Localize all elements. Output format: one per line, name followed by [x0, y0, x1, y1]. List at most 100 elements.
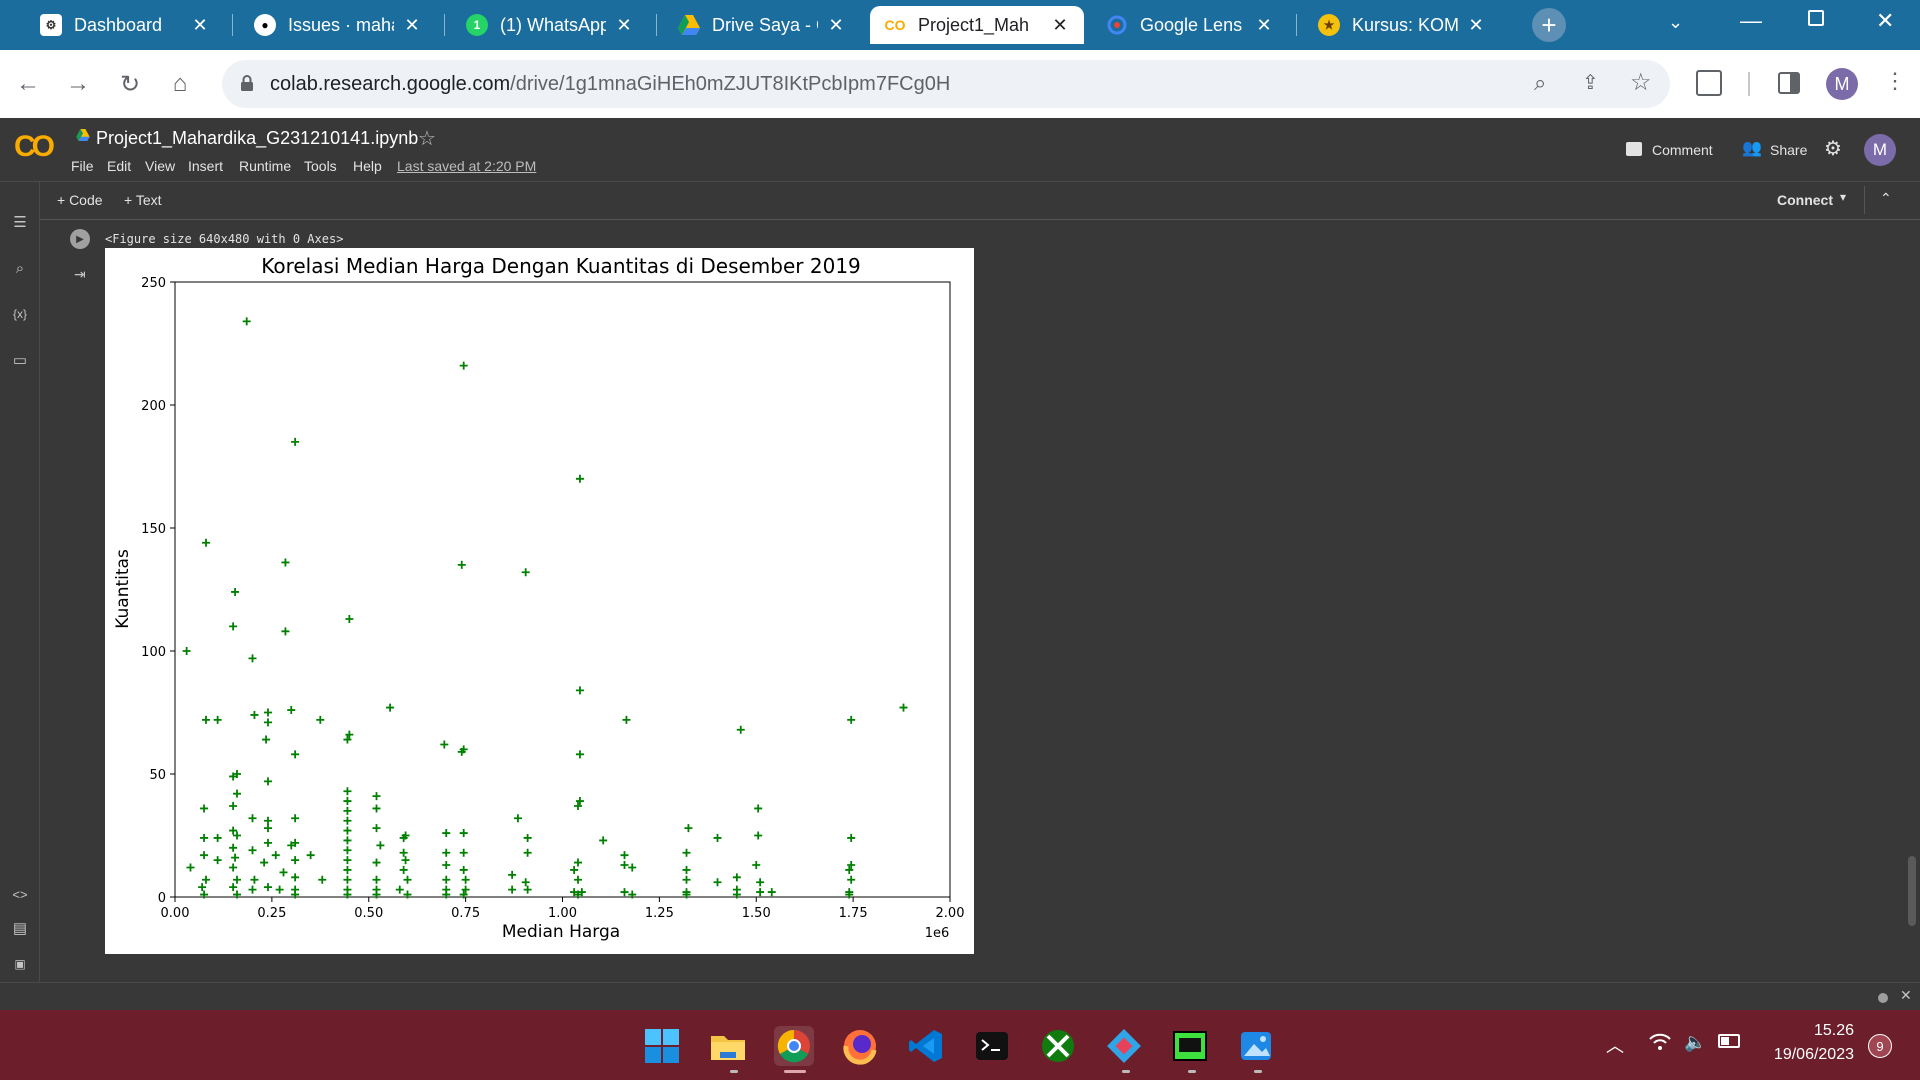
battery-icon[interactable]	[1718, 1034, 1740, 1048]
close-icon[interactable]: ✕	[1052, 14, 1068, 35]
data-point	[682, 865, 691, 874]
data-point	[682, 875, 691, 884]
windows-start-icon[interactable]	[642, 1026, 682, 1066]
minimize-button[interactable]: —	[1740, 8, 1762, 33]
menu-file[interactable]: File	[71, 158, 94, 174]
clock-time[interactable]: 15.26	[1813, 1022, 1854, 1039]
data-point	[442, 890, 451, 899]
scrollbar-thumb[interactable]	[1908, 856, 1916, 926]
notebook-name[interactable]: Project1_Mahardika_G231210141.ipynb	[96, 128, 419, 148]
tab-search-icon[interactable]: ⌄	[1668, 12, 1684, 32]
command-palette-icon[interactable]: ▤	[12, 920, 28, 937]
connect-dropdown-icon[interactable]: ▾	[1840, 190, 1847, 204]
menu-help[interactable]: Help	[353, 158, 382, 174]
data-point	[403, 875, 412, 884]
wifi-icon[interactable]	[1648, 1032, 1672, 1057]
zoom-icon[interactable]: ⌕	[1534, 70, 1547, 95]
last-saved-link[interactable]: Last saved at 2:20 PM	[397, 158, 537, 174]
forward-button[interactable]: →	[66, 70, 90, 97]
bookmark-star-icon[interactable]: ☆	[1630, 69, 1652, 96]
notification-badge[interactable]: 9	[1868, 1034, 1892, 1058]
data-point	[574, 890, 582, 899]
menu-runtime[interactable]: Runtime	[239, 158, 292, 174]
terminal-app-icon[interactable]	[972, 1026, 1012, 1066]
xbox-icon[interactable]	[1038, 1026, 1078, 1066]
reload-button[interactable]: ↻	[119, 70, 141, 98]
data-point	[231, 853, 240, 862]
close-icon[interactable]: ✕	[828, 14, 844, 35]
data-point	[343, 875, 352, 884]
new-tab-button[interactable]: +	[1532, 8, 1566, 42]
tab-colab-active[interactable]: CO Project1_Mah ✕	[870, 6, 1084, 44]
menu-insert[interactable]: Insert	[188, 158, 224, 174]
x-tick-label: 1.50	[742, 906, 771, 921]
share-button[interactable]: Share	[1770, 142, 1808, 158]
data-point	[343, 836, 352, 845]
vscode-icon[interactable]	[906, 1026, 946, 1066]
run-cell-button[interactable]: ▶	[70, 229, 90, 249]
browser-menu-icon[interactable]: ⋮	[1884, 68, 1906, 93]
comment-button[interactable]: Comment	[1652, 142, 1713, 158]
find-icon[interactable]: ⌕	[15, 259, 25, 277]
file-explorer-icon[interactable]	[708, 1026, 748, 1066]
connect-button[interactable]: Connect	[1777, 192, 1833, 208]
terminal-icon[interactable]: ▣	[14, 957, 26, 971]
status-close-icon[interactable]: ✕	[1900, 987, 1912, 1003]
star-icon[interactable]: ☆	[418, 128, 436, 150]
volume-icon[interactable]: 🔈	[1684, 1032, 1707, 1052]
chrome-icon[interactable]	[774, 1026, 814, 1066]
extensions-icon[interactable]	[1696, 70, 1722, 96]
tab-issues[interactable]: ● Issues · maha ✕	[240, 6, 436, 44]
windows-taskbar: ︿ 🔈 15.26 19/06/2023 9	[0, 1010, 1920, 1080]
x-tick-label: 2.00	[936, 906, 965, 921]
plot-area	[174, 281, 951, 898]
output-menu-icon[interactable]: ⇥	[74, 266, 86, 282]
data-point	[316, 715, 325, 724]
firefox-icon[interactable]	[840, 1026, 880, 1066]
settings-gear-icon[interactable]: ⚙	[1824, 138, 1842, 160]
colab-logo[interactable]: CO	[14, 130, 55, 163]
restore-button[interactable]	[1808, 10, 1824, 26]
add-code-button[interactable]: + Code	[57, 192, 103, 208]
close-window-button[interactable]: ✕	[1876, 8, 1895, 33]
colab-avatar[interactable]: M	[1864, 134, 1896, 166]
code-snippets-icon[interactable]: <>	[12, 886, 28, 902]
url-bar[interactable]: colab.research.google.com/drive/1g1mnaGi…	[222, 60, 1670, 108]
home-button[interactable]: ⌂	[172, 70, 188, 97]
back-button[interactable]: ←	[16, 70, 40, 97]
tray-chevron-icon[interactable]: ︿	[1606, 1036, 1624, 1056]
files-folder-icon[interactable]: ▭	[12, 352, 28, 369]
share-page-icon[interactable]: ⇪	[1582, 72, 1599, 94]
tab-whatsapp[interactable]: 1 (1) WhatsApp ✕	[452, 6, 648, 44]
data-point	[231, 587, 240, 596]
close-icon[interactable]: ✕	[1468, 14, 1484, 35]
data-point	[752, 861, 761, 870]
data-point	[229, 883, 238, 892]
status-dot-icon	[1878, 993, 1888, 1003]
variables-icon[interactable]: {x}	[12, 307, 27, 321]
snipping-tool-icon[interactable]	[1104, 1026, 1144, 1066]
menu-edit[interactable]: Edit	[107, 158, 132, 174]
data-point	[291, 890, 300, 899]
share-people-icon: 👥	[1742, 140, 1762, 157]
close-icon[interactable]: ✕	[1256, 14, 1272, 35]
table-of-contents-icon[interactable]: ☰	[13, 214, 27, 231]
clock-date[interactable]: 19/06/2023	[1773, 1046, 1854, 1063]
close-icon[interactable]: ✕	[404, 14, 420, 35]
tab-google-lens[interactable]: Google Lens ✕	[1092, 6, 1288, 44]
tab-drive[interactable]: Drive Saya - G ✕	[664, 6, 860, 44]
menu-tools[interactable]: Tools	[304, 158, 337, 174]
tab-dashboard[interactable]: ⚙ Dashboard ✕	[26, 6, 224, 44]
close-icon[interactable]: ✕	[616, 14, 632, 35]
data-point	[198, 883, 207, 892]
data-point	[233, 789, 241, 798]
side-panel-icon[interactable]	[1778, 72, 1800, 94]
add-text-button[interactable]: + Text	[124, 192, 162, 208]
menu-view[interactable]: View	[145, 158, 176, 174]
close-icon[interactable]: ✕	[192, 14, 208, 35]
profile-avatar[interactable]: M	[1826, 68, 1858, 100]
tab-kursus[interactable]: ★ Kursus: KOM ✕	[1304, 6, 1500, 44]
photos-icon[interactable]	[1236, 1026, 1276, 1066]
collapse-chevron-icon[interactable]: ⌃	[1880, 190, 1892, 206]
game-app-icon[interactable]	[1170, 1026, 1210, 1066]
